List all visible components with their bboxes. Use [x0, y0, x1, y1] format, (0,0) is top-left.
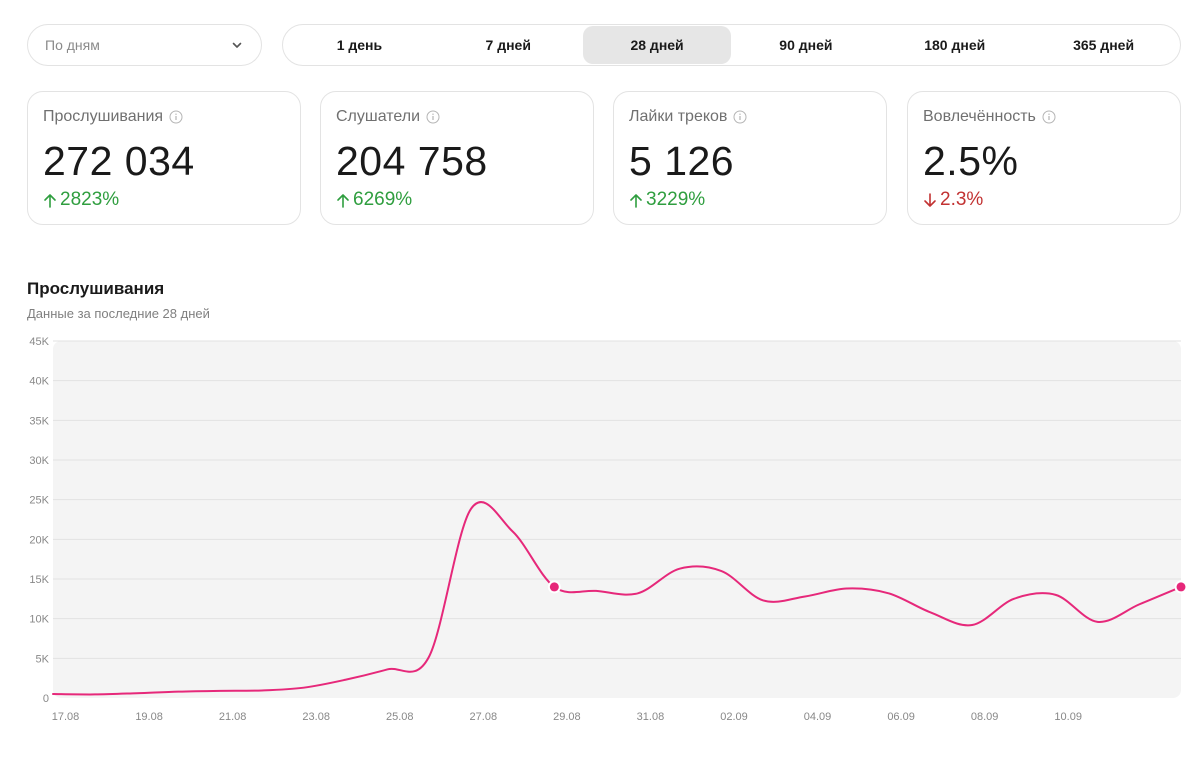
period-90-days[interactable]: 90 дней: [779, 37, 833, 53]
y-tick-label: 5K: [36, 653, 50, 665]
stat-value: 2.5%: [923, 138, 1019, 184]
period-switcher: 1 день 7 дней 28 дней 90 дней 180 дней 3…: [282, 24, 1181, 66]
chart-title: Прослушивания: [27, 279, 165, 298]
x-tick-label: 04.09: [804, 711, 832, 723]
stat-delta: 2.3%: [923, 189, 1165, 211]
stat-label: Вовлечённость: [923, 108, 1036, 125]
arrow-down-icon: [924, 192, 936, 207]
x-tick-label: 08.09: [971, 711, 999, 723]
arrow-up-icon: [337, 193, 349, 208]
stat-delta-value: 2823%: [60, 189, 120, 210]
stat-delta-value: 6269%: [353, 189, 413, 210]
stat-card-engagement: Вовлечённость 2.5% 2.3%: [907, 91, 1181, 225]
period-180-days[interactable]: 180 дней: [924, 37, 986, 53]
arrow-up-icon: [630, 193, 642, 208]
group-by-select[interactable]: По дням: [27, 24, 262, 66]
chevron-down-icon: [232, 42, 242, 48]
stat-label: Лайки треков: [629, 108, 728, 125]
x-tick-label: 10.09: [1054, 711, 1082, 723]
data-point: [549, 582, 559, 592]
x-tick-label: 21.08: [219, 711, 247, 723]
x-tick-label: 02.09: [720, 711, 748, 723]
stat-value: 272 034: [43, 138, 195, 184]
plays-line-chart: 0 5K 10K 15K 20K 25K 30K 35K 40K 45K 17.08 19.08 21.…: [29, 336, 1188, 723]
x-tick-label: 25.08: [386, 711, 414, 723]
stat-label: Прослушивания: [43, 108, 164, 125]
y-tick-label: 10K: [29, 614, 49, 626]
stat-delta: 6269%: [336, 189, 578, 211]
y-tick-label: 20K: [29, 534, 49, 546]
arrow-up-icon: [44, 193, 56, 208]
y-tick-label: 35K: [29, 415, 49, 427]
series-line: [52, 501, 1182, 696]
data-point: [1176, 582, 1186, 592]
y-tick-label: 15K: [29, 574, 49, 586]
stat-value: 204 758: [336, 138, 488, 184]
y-tick-label: 0: [43, 693, 49, 705]
stat-value: 5 126: [629, 138, 735, 184]
group-by-value: По дням: [45, 37, 100, 53]
stat-delta: 3229%: [629, 189, 871, 211]
x-tick-label: 19.08: [135, 711, 163, 723]
y-tick-label: 45K: [29, 336, 49, 348]
x-tick-label: 23.08: [302, 711, 330, 723]
stat-delta: 2823%: [43, 189, 285, 211]
x-tick-label: 27.08: [470, 711, 498, 723]
period-1-day[interactable]: 1 день: [336, 37, 383, 53]
y-tick-label: 40K: [29, 376, 49, 388]
x-tick-label: 29.08: [553, 711, 581, 723]
chart-subtitle: Данные за последние 28 дней: [27, 306, 210, 321]
stat-label: Слушатели: [336, 108, 421, 125]
stat-delta-value: 2.3%: [940, 189, 984, 210]
stat-card-likes: Лайки треков 5 126 3229%: [613, 91, 887, 225]
info-icon[interactable]: [733, 110, 747, 124]
period-7-days[interactable]: 7 дней: [485, 37, 531, 53]
info-icon[interactable]: [426, 110, 440, 124]
y-tick-label: 25K: [29, 495, 49, 507]
y-tick-label: 30K: [29, 455, 49, 467]
x-tick-label: 06.09: [887, 711, 915, 723]
info-icon[interactable]: [169, 110, 183, 124]
x-tick-label: 17.08: [52, 711, 80, 723]
stat-card-plays: Прослушивания 272 034 2823%: [27, 91, 301, 225]
info-icon[interactable]: [1042, 110, 1056, 124]
stat-card-listeners: Слушатели 204 758 6269%: [320, 91, 594, 225]
period-365-days[interactable]: 365 дней: [1073, 37, 1135, 53]
x-tick-label: 31.08: [637, 711, 665, 723]
stat-delta-value: 3229%: [646, 189, 706, 210]
plot-area: [53, 341, 1181, 698]
period-28-days[interactable]: 28 дней: [582, 26, 732, 64]
